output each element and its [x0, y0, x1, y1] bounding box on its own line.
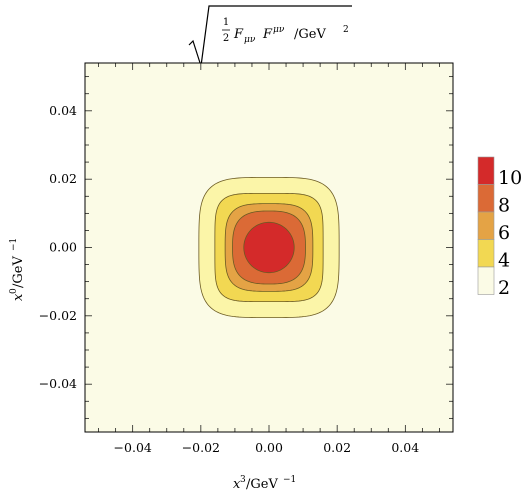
title-lower-index: μν	[244, 35, 256, 45]
x-axis-label-var: x	[233, 477, 241, 492]
colorbar-legend: 10 8 6 4 2	[477, 156, 522, 299]
colorbar-label: 8	[498, 194, 510, 216]
colorbar-label: 4	[498, 249, 510, 271]
title-unit: /GeV	[294, 27, 326, 42]
y-axis-label-unit-exp: −1	[9, 238, 19, 251]
colorbar-swatch	[477, 184, 495, 213]
colorbar-swatch	[477, 156, 495, 185]
y-axis-label-var: x	[11, 293, 26, 301]
title-half-numerator: 1	[223, 17, 229, 28]
title-upper-index: μν	[273, 25, 285, 35]
x-tick-label: 0.02	[323, 440, 351, 455]
title-tensor-lower: F	[233, 27, 244, 42]
y-tick-label: −0.02	[39, 308, 77, 323]
x-tick-label: −0.02	[182, 440, 220, 455]
colorbar-label: 2	[498, 277, 510, 299]
contour-layer	[198, 176, 340, 319]
tick-layer: −0.04 −0.02 0.00 0.02 0.04 −0.04 −0.02 0.00 0.02…	[39, 63, 453, 455]
plot-area: −0.04 −0.02 0.00 0.02 0.04 −0.04 −0.02 0.00 0.02…	[39, 62, 454, 455]
title-half-denominator: 2	[223, 33, 229, 44]
x-tick-label: −0.04	[114, 440, 152, 455]
title-unit-exponent: 2	[343, 25, 349, 35]
x-tick-label: 0.04	[391, 440, 419, 455]
chart-title: 1 2 F μν F μν /GeV 2	[188, 5, 352, 67]
x-axis-label-sup: 3	[240, 475, 246, 485]
y-axis-label: x 0 /GeV −1	[9, 238, 26, 301]
x-axis-label-unit-exp: −1	[283, 475, 296, 485]
y-tick-label: 0.00	[49, 240, 77, 255]
x-axis-label: x 3 /GeV −1	[233, 475, 296, 492]
y-axis-label-sup: 0	[9, 288, 19, 294]
x-tick-label: 0.00	[255, 440, 283, 455]
y-tick-label: −0.04	[39, 376, 77, 391]
title-tensor-upper: F	[262, 27, 273, 42]
colorbar-label: 6	[498, 222, 510, 244]
contour-level-10	[243, 221, 295, 274]
colorbar-swatch	[477, 266, 495, 295]
colorbar-swatch	[477, 211, 495, 240]
colorbar-label: 10	[498, 167, 522, 189]
colorbar-swatch	[477, 239, 495, 268]
y-axis-label-unit: /GeV	[11, 256, 26, 288]
y-tick-label: 0.02	[49, 171, 77, 186]
x-axis-label-unit: /GeV	[246, 477, 278, 492]
y-tick-label: 0.04	[49, 103, 77, 118]
